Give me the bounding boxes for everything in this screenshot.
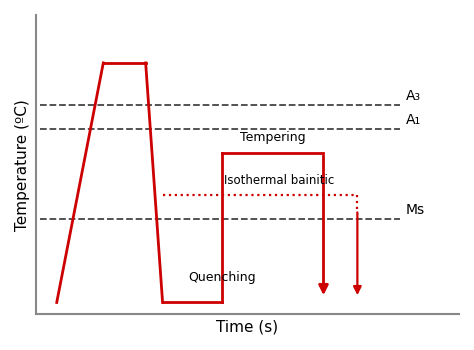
Text: Isothermal bainitic: Isothermal bainitic	[224, 174, 334, 187]
Text: Quenching: Quenching	[188, 272, 255, 285]
X-axis label: Time (s): Time (s)	[216, 320, 278, 335]
Text: A₁: A₁	[406, 113, 421, 127]
Text: Tempering: Tempering	[240, 131, 306, 144]
Y-axis label: Temperature (ºC): Temperature (ºC)	[15, 99, 30, 231]
Text: Ms: Ms	[406, 203, 425, 217]
Text: A₃: A₃	[406, 89, 421, 103]
